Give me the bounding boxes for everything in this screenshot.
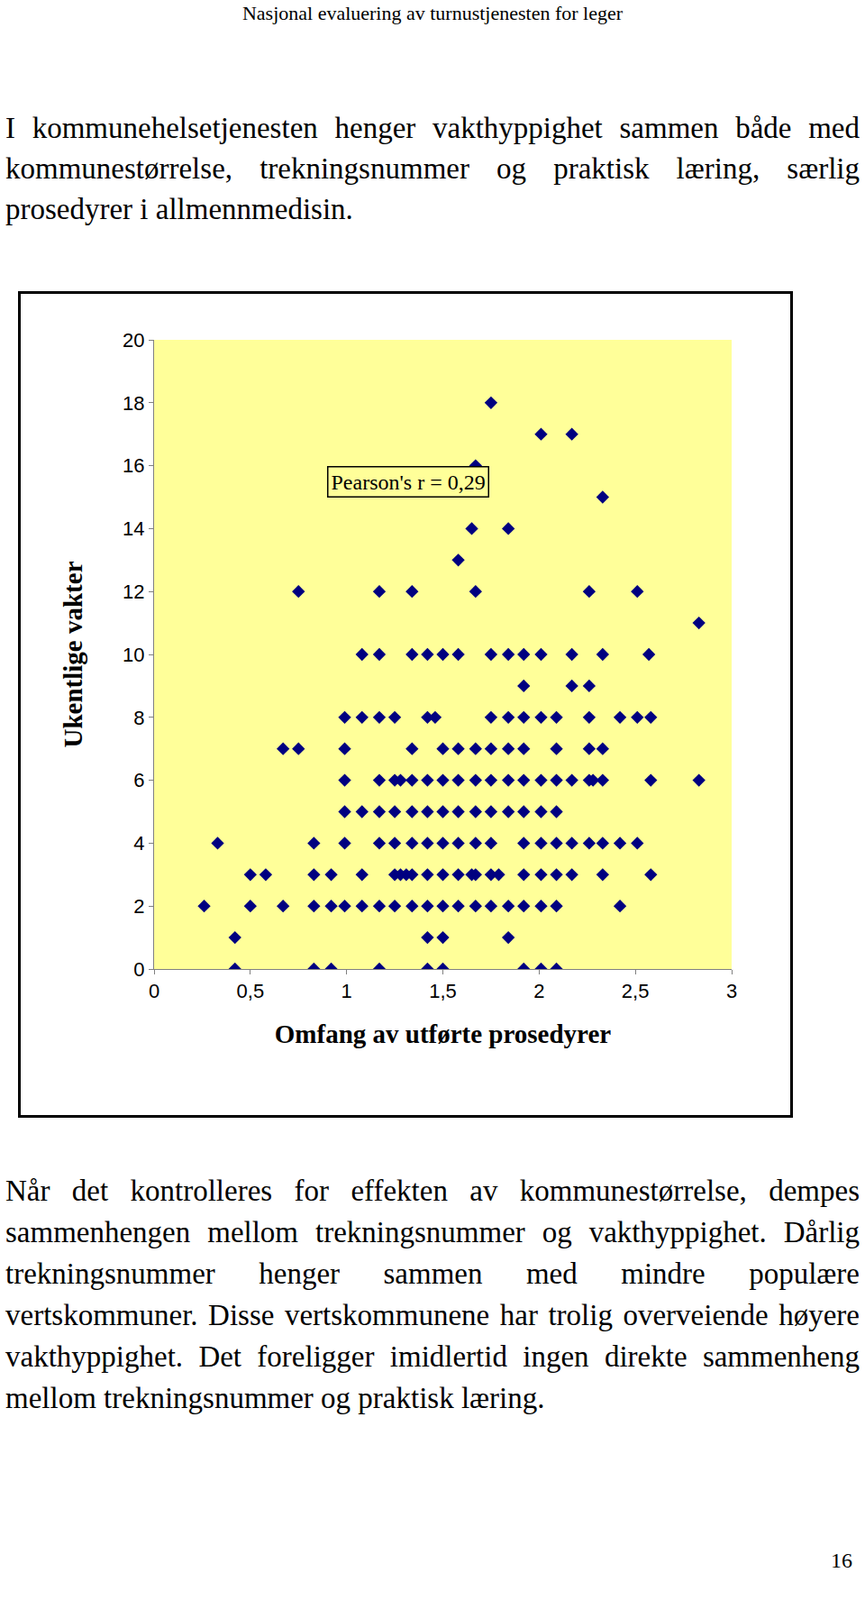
svg-text:20: 20 bbox=[122, 328, 145, 352]
svg-text:1: 1 bbox=[341, 979, 353, 1002]
svg-text:3: 3 bbox=[726, 979, 738, 1002]
svg-text:8: 8 bbox=[133, 706, 145, 729]
svg-text:16: 16 bbox=[122, 454, 145, 477]
svg-text:2,5: 2,5 bbox=[621, 979, 650, 1002]
svg-text:1,5: 1,5 bbox=[428, 979, 457, 1002]
svg-text:14: 14 bbox=[122, 517, 145, 540]
svg-text:0: 0 bbox=[133, 957, 145, 981]
html-text:16: 16 bbox=[830, 1547, 853, 1572]
svg-text:6: 6 bbox=[133, 768, 145, 792]
svg-text:0,5: 0,5 bbox=[236, 979, 265, 1002]
svg-text:18: 18 bbox=[122, 391, 145, 415]
svg-text:2: 2 bbox=[533, 979, 545, 1002]
html-text:Når det kontrolleres for effek: Når det kontrolleres for effekten av kom… bbox=[5, 1174, 860, 1414]
svg-text:0: 0 bbox=[148, 979, 160, 1002]
svg-text:Omfang av utførte prosedyrer: Omfang av utførte prosedyrer bbox=[274, 1019, 612, 1048]
svg-text:Pearson's r = 0,29: Pearson's r = 0,29 bbox=[331, 470, 486, 494]
svg-text:2: 2 bbox=[133, 894, 145, 918]
svg-text:10: 10 bbox=[122, 643, 145, 666]
html-text:I kommunehelsetjenesten henger: I kommunehelsetjenesten henger vakthyppi… bbox=[5, 111, 860, 226]
svg-text:Ukentlige vakter: Ukentlige vakter bbox=[58, 560, 88, 747]
svg-text:4: 4 bbox=[133, 831, 145, 855]
html-text:Nasjonal evaluering av turnust: Nasjonal evaluering av turnustjenesten f… bbox=[242, 1, 623, 25]
svg-text:12: 12 bbox=[122, 580, 145, 603]
